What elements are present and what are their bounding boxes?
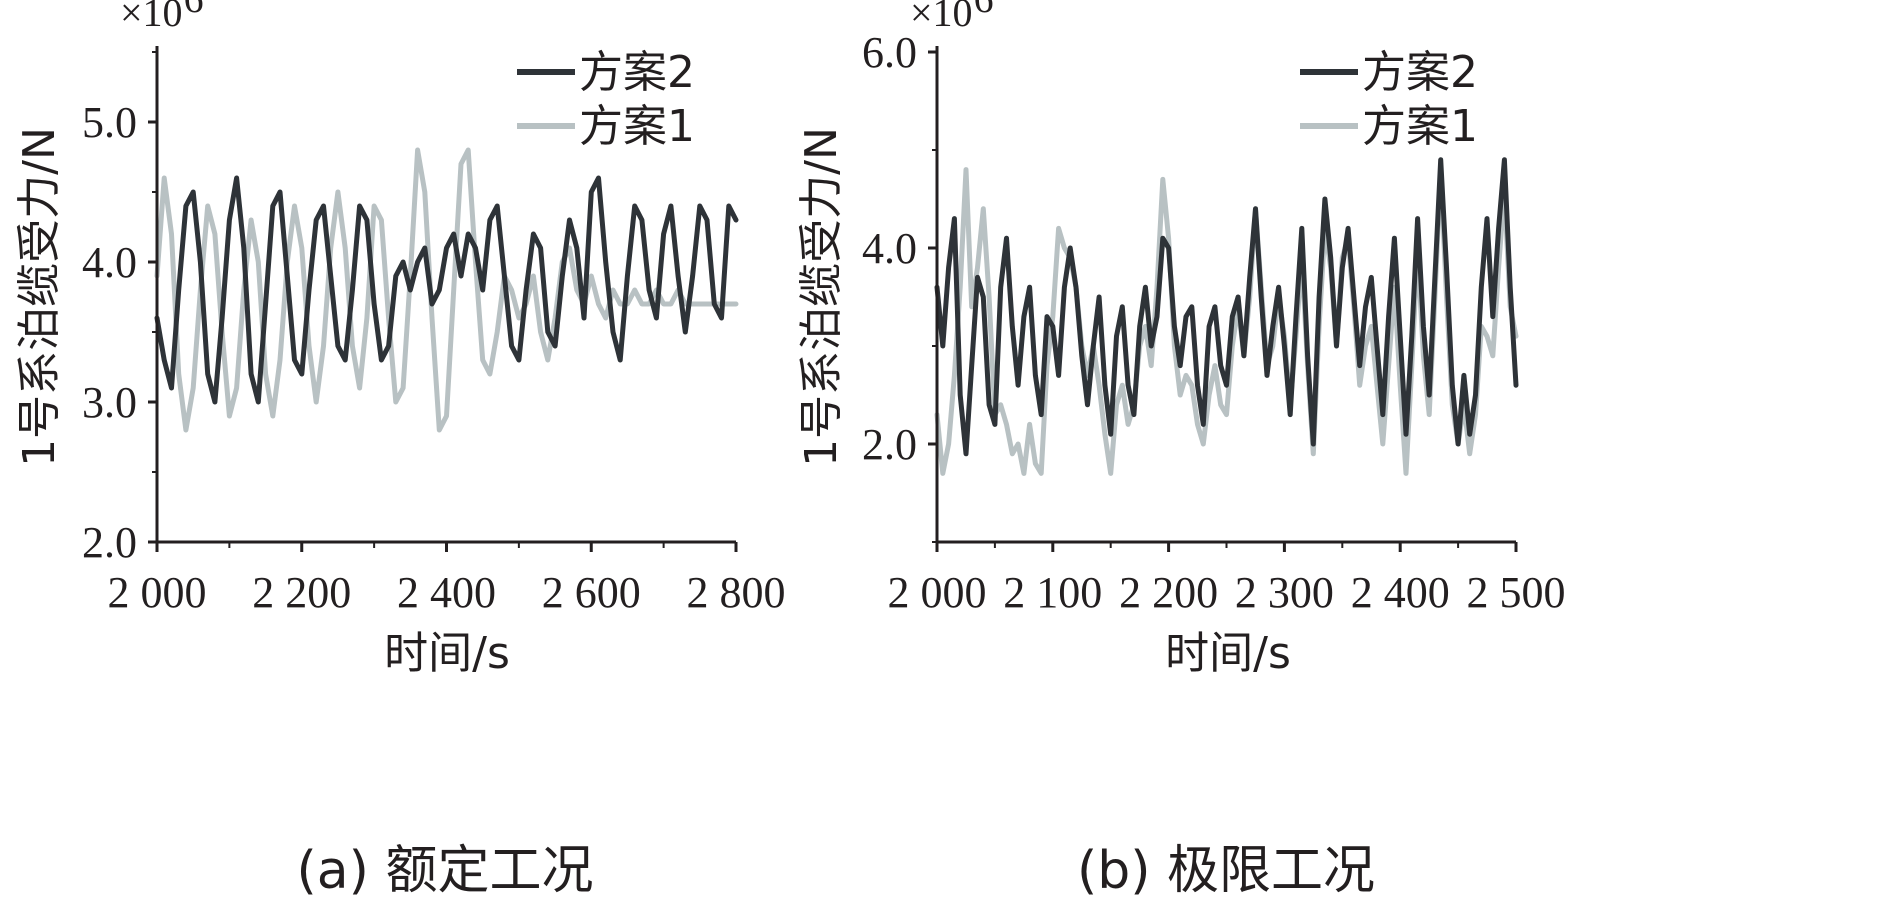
x-tick-label-1-4: 2 600 — [542, 568, 641, 617]
legend-label-2-1: 方案2 — [1362, 47, 1478, 98]
legend-label-1-2: 方案1 — [579, 101, 695, 152]
series-line-2-1 — [934, 157, 1519, 457]
x-tick-label-1-2: 2 200 — [252, 568, 351, 617]
y-axis-label-1: 1号系泊缆受力/N — [14, 127, 65, 467]
y-multiplier-1: ×10 — [120, 0, 183, 35]
series-line-1-2 — [154, 147, 739, 433]
series-line-1-1 — [154, 175, 739, 405]
y-tick-label-2-3: 6.0 — [862, 28, 917, 77]
x-tick-label-1-1: 2 000 — [108, 568, 207, 617]
x-tick-label-2-3: 2 200 — [1119, 568, 1218, 617]
x-tick-label-1-5: 2 800 — [687, 568, 786, 617]
y-multiplier-2: ×10 — [910, 0, 973, 35]
y-tick-label-2-2: 4.0 — [862, 224, 917, 273]
y-tick-label-1-1: 2.0 — [82, 518, 137, 567]
x-axis-label-1: 时间/s — [384, 628, 510, 679]
x-tick-label-2-5: 2 400 — [1351, 568, 1450, 617]
panel-caption-2: (b) 极限工况 — [1077, 841, 1375, 901]
x-tick-label-2-1: 2 000 — [888, 568, 987, 617]
legend-label-1-1: 方案2 — [579, 47, 695, 98]
y-multiplier-exp-2: 6 — [974, 0, 994, 21]
y-tick-label-1-4: 5.0 — [82, 98, 137, 147]
x-tick-label-2-6: 2 500 — [1467, 568, 1566, 617]
panel-caption-1: (a) 额定工况 — [297, 841, 594, 901]
y-axis-label-2: 1号系泊缆受力/N — [796, 127, 847, 467]
x-tick-label-2-2: 2 100 — [1003, 568, 1102, 617]
legend-label-2-2: 方案1 — [1362, 101, 1478, 152]
x-tick-label-1-3: 2 400 — [397, 568, 496, 617]
y-tick-label-1-3: 4.0 — [82, 238, 137, 287]
x-axis-label-2: 时间/s — [1165, 628, 1291, 679]
y-tick-label-1-2: 3.0 — [82, 378, 137, 427]
y-tick-label-2-1: 2.0 — [862, 420, 917, 469]
y-multiplier-exp-1: 6 — [184, 0, 204, 21]
x-tick-label-2-4: 2 300 — [1235, 568, 1334, 617]
